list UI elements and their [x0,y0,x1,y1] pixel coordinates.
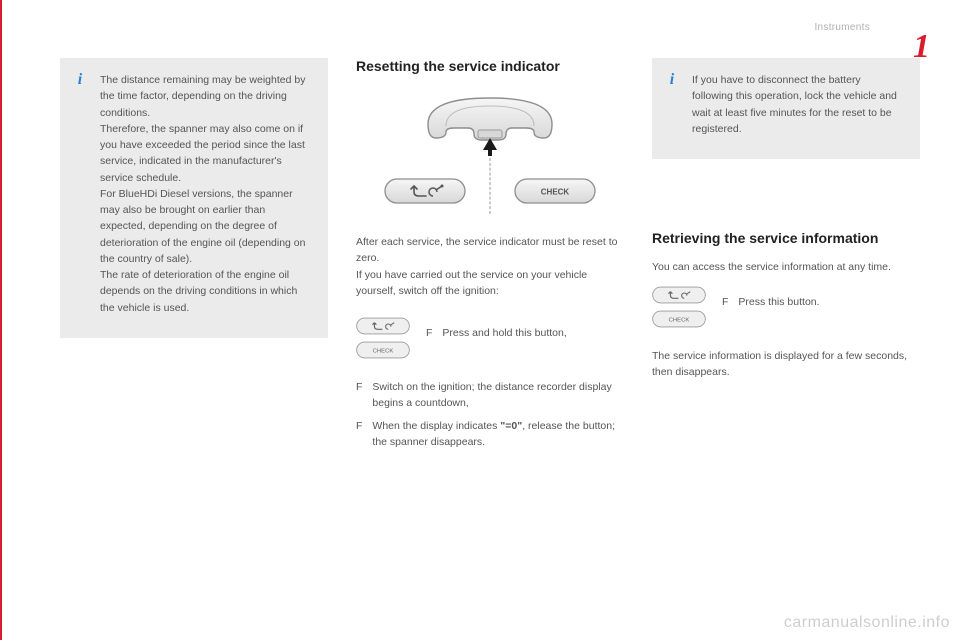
check-button-icon: CHECK [514,178,596,204]
bullet-marker: F [722,294,728,310]
info-box-distance: i The distance remaining may be weighted… [60,58,328,338]
reset-button-icon [384,178,466,204]
info-box-battery: i If you have to disconnect the battery … [652,58,920,159]
service-indicator-diagram: CHECK [380,86,600,216]
info-box-battery-text: If you have to disconnect the battery fo… [692,72,904,137]
press-hold-row: CHECK F Press and hold this button, [356,317,624,365]
bullet-marker: F [356,379,362,412]
retrieving-lead: You can access the service information a… [652,259,920,275]
svg-text:CHECK: CHECK [669,317,690,323]
press-button-text: Press this button. [738,294,819,310]
press-hold-text: Press and hold this button, [442,325,566,341]
step-release: F When the display indicates "=0", relea… [356,418,624,451]
small-buttons-icon: CHECK [652,286,708,334]
small-buttons-icon: CHECK [356,317,412,365]
heading-retrieving: Retrieving the service information [652,229,920,247]
heading-resetting: Resetting the service indicator [356,58,624,74]
column-middle: Resetting the service indicator [356,58,624,456]
svg-text:CHECK: CHECK [373,349,394,355]
bullet-marker: F [426,325,432,341]
press-button-row: CHECK F Press this button. [652,286,920,334]
step-ignition-text: Switch on the ignition; the distance rec… [372,379,624,412]
reset-button-small-icon [652,286,706,304]
accent-bar [0,0,2,640]
info-icon: i [72,68,88,84]
info-icon: i [664,68,680,84]
check-button-small-icon: CHECK [356,341,410,359]
reset-button-small-icon [356,317,410,335]
step-release-text: When the display indicates "=0", release… [372,418,624,451]
column-left: i The distance remaining may be weighted… [60,58,328,456]
step-ignition: F Switch on the ignition; the distance r… [356,379,624,412]
retrieving-tail: The service information is displayed for… [652,348,920,381]
breadcrumb: Instruments [814,22,870,33]
column-right: i If you have to disconnect the battery … [652,58,920,456]
info-box-text: The distance remaining may be weighted b… [100,72,312,316]
after-service-text: After each service, the service indicato… [356,234,624,299]
buttons-row: CHECK [380,170,600,212]
watermark: carmanualsonline.info [784,614,950,632]
divider-line [490,158,491,214]
check-button-small-icon: CHECK [652,310,706,328]
svg-text:CHECK: CHECK [541,188,570,197]
bullet-marker: F [356,418,362,451]
arrow-up-icon [483,138,497,156]
